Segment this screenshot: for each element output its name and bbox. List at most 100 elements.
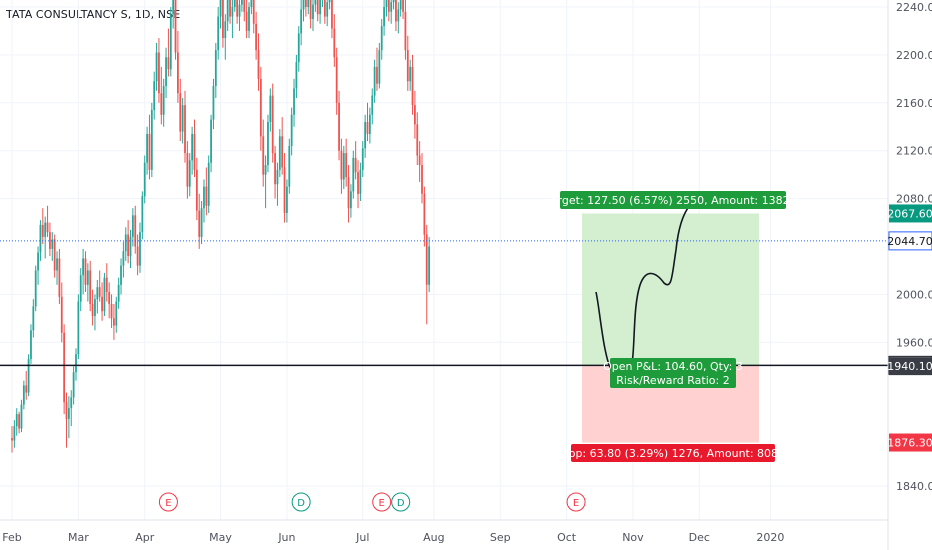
candle-body — [352, 157, 355, 192]
event-e-icon: E — [158, 492, 178, 512]
candle-body — [169, 14, 172, 70]
candle-body — [198, 210, 201, 237]
candle-body — [20, 404, 23, 429]
candle-body — [390, 2, 393, 12]
candle-body — [177, 52, 179, 94]
candle-body — [44, 222, 47, 237]
candle-body — [203, 186, 205, 209]
candle-body — [288, 145, 291, 187]
candle-body — [131, 215, 134, 237]
candle-body — [271, 95, 274, 154]
pnl-label: Open P&L: 104.60, Qty: 3 — [603, 358, 743, 374]
candle-body — [229, 0, 231, 17]
candle-body — [316, 0, 319, 15]
candle-body — [297, 33, 300, 63]
candle-body — [387, 0, 390, 12]
candle-body — [105, 277, 108, 293]
candle-body — [392, 0, 395, 3]
candle-body — [117, 284, 120, 302]
candle-body — [37, 252, 39, 271]
candle-body — [331, 0, 333, 29]
candle-body — [89, 270, 92, 304]
target-zone — [582, 213, 759, 367]
candle-body — [238, 4, 241, 17]
candle-body — [252, 0, 255, 24]
event-circle — [291, 492, 311, 512]
time-tick-label: Apr — [135, 531, 155, 544]
candle-body — [22, 385, 25, 405]
candle-body — [354, 157, 357, 173]
price-tick-label: 2160.00 — [896, 97, 932, 110]
candle-body — [98, 287, 101, 297]
candle-body — [326, 2, 329, 17]
candle-body — [380, 26, 383, 51]
candle-body — [86, 270, 89, 285]
candle-body — [103, 277, 106, 312]
candle-body — [139, 232, 141, 266]
candle-body — [269, 95, 272, 122]
time-tick-label: Nov — [622, 531, 644, 544]
candle-body — [361, 148, 364, 170]
position-labels: Target: 127.50 (6.57%) 2550, Amount: 138… — [545, 191, 800, 462]
candle-body — [122, 251, 125, 266]
candle-body — [236, 0, 239, 17]
candle-body — [283, 167, 286, 213]
candle-body — [72, 372, 75, 398]
candle-body — [27, 359, 30, 393]
candle-body — [364, 121, 367, 149]
candle-body — [188, 160, 191, 187]
candle-body — [335, 57, 338, 103]
pnl-label-text: Open P&L: 104.60, Qty: 3 — [603, 360, 743, 373]
candle-body — [34, 270, 37, 307]
candle-body — [368, 114, 371, 134]
candle-body — [49, 232, 51, 249]
event-d-icon: D — [291, 492, 311, 512]
candle-body — [240, 0, 243, 5]
candle-body — [350, 191, 352, 209]
price-tick-label: 1960.00 — [896, 336, 932, 349]
candle-body — [340, 150, 343, 180]
candle-body — [300, 9, 303, 34]
candle-body — [193, 133, 196, 170]
price-tag-bg — [889, 433, 932, 452]
candle-body — [309, 0, 312, 19]
stop-label: Stop: 63.80 (3.29%) 1276, Amount: 808.6 — [557, 444, 789, 462]
candle-body — [342, 153, 345, 180]
candle-body — [141, 196, 144, 233]
candle-body — [113, 318, 115, 326]
candle-body — [338, 102, 340, 151]
position-zones — [582, 213, 759, 443]
candle-body — [245, 11, 248, 31]
candle-body — [423, 193, 426, 235]
candle-body — [257, 50, 260, 79]
candle-body — [385, 0, 388, 7]
candle-body — [39, 224, 42, 253]
price-tag-text: 1876.30 — [887, 437, 932, 450]
candle-body — [155, 52, 158, 82]
candle-body — [418, 155, 421, 166]
price-lines — [0, 240, 888, 367]
candle-body — [158, 52, 160, 94]
candle-body — [129, 236, 132, 257]
candle-body — [67, 408, 70, 419]
event-e-icon: E — [372, 492, 392, 512]
rr-label: Risk/Reward Ratio: 2 — [610, 372, 736, 388]
rr-label-bg — [610, 372, 736, 388]
price-tag-text: 2067.60 — [887, 207, 932, 220]
candle-body — [30, 330, 32, 360]
candle-body — [195, 169, 198, 211]
price-tick-label: 2000.00 — [896, 288, 932, 301]
candle-body — [200, 208, 203, 237]
candle-body — [210, 119, 212, 163]
candle-body — [281, 136, 284, 168]
candle-body — [11, 438, 13, 441]
candle-body — [127, 234, 130, 257]
candle-body — [302, 0, 305, 10]
price-tick-label: 2120.00 — [896, 145, 932, 158]
price-tag-bg — [888, 231, 932, 251]
time-tick-label: Mar — [68, 531, 89, 544]
candle-body — [191, 133, 194, 161]
candle-body — [174, 0, 177, 53]
candle-body — [222, 0, 224, 39]
